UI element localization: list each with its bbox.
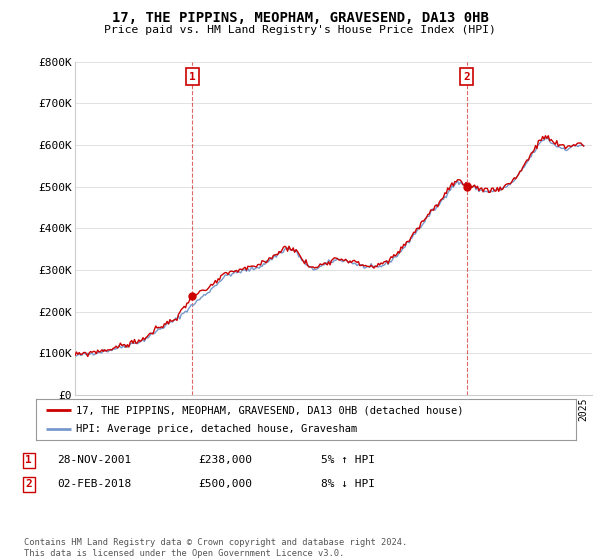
- Text: Contains HM Land Registry data © Crown copyright and database right 2024.
This d: Contains HM Land Registry data © Crown c…: [24, 538, 407, 558]
- Text: £500,000: £500,000: [198, 479, 252, 489]
- Text: 17, THE PIPPINS, MEOPHAM, GRAVESEND, DA13 0HB (detached house): 17, THE PIPPINS, MEOPHAM, GRAVESEND, DA1…: [77, 405, 464, 416]
- Text: Price paid vs. HM Land Registry's House Price Index (HPI): Price paid vs. HM Land Registry's House …: [104, 25, 496, 35]
- Text: HPI: Average price, detached house, Gravesham: HPI: Average price, detached house, Grav…: [77, 424, 358, 433]
- Text: 17, THE PIPPINS, MEOPHAM, GRAVESEND, DA13 0HB: 17, THE PIPPINS, MEOPHAM, GRAVESEND, DA1…: [112, 11, 488, 25]
- Text: 2: 2: [25, 479, 32, 489]
- Text: £238,000: £238,000: [198, 455, 252, 465]
- Text: 02-FEB-2018: 02-FEB-2018: [57, 479, 131, 489]
- Text: 28-NOV-2001: 28-NOV-2001: [57, 455, 131, 465]
- Text: 8% ↓ HPI: 8% ↓ HPI: [321, 479, 375, 489]
- Text: 5% ↑ HPI: 5% ↑ HPI: [321, 455, 375, 465]
- Text: 1: 1: [25, 455, 32, 465]
- Text: 2: 2: [463, 72, 470, 82]
- Text: 1: 1: [189, 72, 196, 82]
